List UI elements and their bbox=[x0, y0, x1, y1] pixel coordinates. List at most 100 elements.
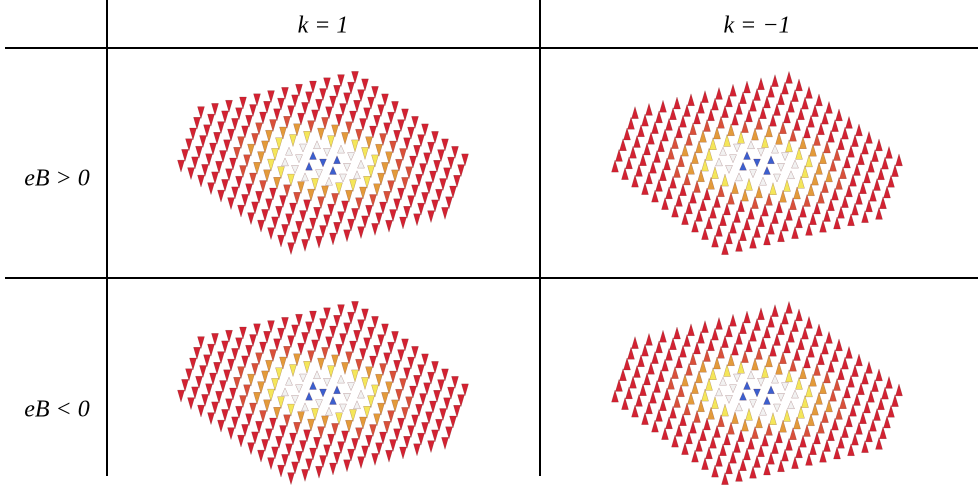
cone bbox=[670, 406, 677, 418]
cone bbox=[710, 138, 717, 150]
cone bbox=[718, 185, 725, 197]
cone bbox=[778, 230, 785, 242]
cone bbox=[254, 94, 261, 106]
cone bbox=[734, 211, 741, 223]
cone bbox=[250, 105, 257, 117]
cone bbox=[370, 195, 377, 207]
cone bbox=[324, 308, 331, 320]
cone bbox=[246, 414, 253, 426]
cone bbox=[688, 162, 695, 174]
cone bbox=[754, 319, 761, 331]
cone bbox=[338, 375, 345, 383]
cone bbox=[868, 390, 875, 402]
cone bbox=[722, 174, 729, 186]
cone bbox=[234, 147, 241, 159]
cone bbox=[256, 191, 263, 203]
cone bbox=[404, 368, 411, 380]
cone bbox=[396, 389, 403, 401]
cone bbox=[868, 160, 875, 172]
cone bbox=[856, 422, 863, 434]
cone bbox=[892, 395, 899, 407]
cone bbox=[770, 344, 777, 356]
cone bbox=[640, 384, 647, 396]
cone bbox=[390, 210, 397, 222]
cone bbox=[750, 236, 757, 248]
cone bbox=[808, 414, 815, 426]
cone bbox=[404, 436, 411, 448]
cone bbox=[344, 393, 351, 401]
cone bbox=[794, 187, 801, 199]
cone bbox=[812, 105, 819, 117]
cone bbox=[698, 170, 705, 182]
cone bbox=[678, 155, 685, 167]
cone bbox=[888, 175, 895, 187]
cone bbox=[862, 142, 869, 154]
cone bbox=[432, 200, 439, 212]
cone bbox=[694, 411, 701, 423]
cone bbox=[710, 206, 717, 218]
cone bbox=[376, 443, 383, 455]
cone bbox=[684, 173, 691, 185]
cone bbox=[702, 458, 709, 470]
cone bbox=[804, 425, 811, 437]
cone bbox=[710, 436, 717, 448]
cone bbox=[884, 186, 891, 198]
cone bbox=[670, 108, 677, 120]
cone bbox=[296, 451, 303, 463]
cone bbox=[756, 347, 763, 359]
cone bbox=[358, 227, 365, 239]
cone bbox=[684, 105, 691, 117]
cone bbox=[372, 223, 379, 235]
cone bbox=[320, 89, 327, 101]
cone bbox=[850, 404, 857, 416]
cone bbox=[764, 397, 771, 405]
cone bbox=[428, 142, 435, 154]
cone bbox=[804, 126, 811, 138]
cone bbox=[680, 414, 687, 426]
cone bbox=[268, 389, 275, 401]
cone bbox=[812, 335, 819, 347]
cone bbox=[702, 159, 709, 171]
cone bbox=[368, 97, 375, 109]
cone bbox=[190, 128, 197, 140]
cone bbox=[666, 118, 673, 130]
cone bbox=[442, 437, 449, 449]
cone bbox=[252, 363, 259, 375]
cone bbox=[638, 125, 645, 137]
cone bbox=[650, 391, 657, 403]
cone bbox=[786, 208, 793, 220]
cone bbox=[758, 215, 765, 227]
cone bbox=[744, 382, 751, 390]
cone bbox=[866, 361, 873, 373]
cone bbox=[292, 232, 299, 244]
cone bbox=[310, 152, 317, 160]
cone bbox=[734, 441, 741, 453]
cone bbox=[830, 389, 837, 401]
cone bbox=[392, 101, 399, 113]
cone bbox=[704, 350, 711, 362]
cone bbox=[368, 327, 375, 339]
cone bbox=[694, 342, 701, 354]
cone bbox=[622, 398, 629, 410]
cone bbox=[782, 153, 789, 161]
cone bbox=[672, 435, 679, 447]
cone bbox=[822, 342, 829, 354]
cone bbox=[282, 317, 289, 329]
cone bbox=[270, 188, 277, 200]
cone bbox=[232, 348, 239, 360]
cone bbox=[442, 369, 449, 381]
cone bbox=[758, 148, 765, 156]
cone bbox=[422, 354, 429, 366]
cone bbox=[454, 405, 461, 417]
cone bbox=[326, 107, 333, 119]
cone bbox=[842, 426, 849, 438]
cone bbox=[386, 382, 393, 394]
cone bbox=[354, 100, 361, 112]
cone bbox=[254, 392, 261, 404]
cone bbox=[192, 387, 199, 399]
cone bbox=[712, 98, 719, 110]
cone bbox=[236, 108, 243, 120]
column-header: k = −1 bbox=[723, 13, 790, 40]
cone bbox=[636, 164, 643, 176]
cone bbox=[448, 157, 455, 169]
